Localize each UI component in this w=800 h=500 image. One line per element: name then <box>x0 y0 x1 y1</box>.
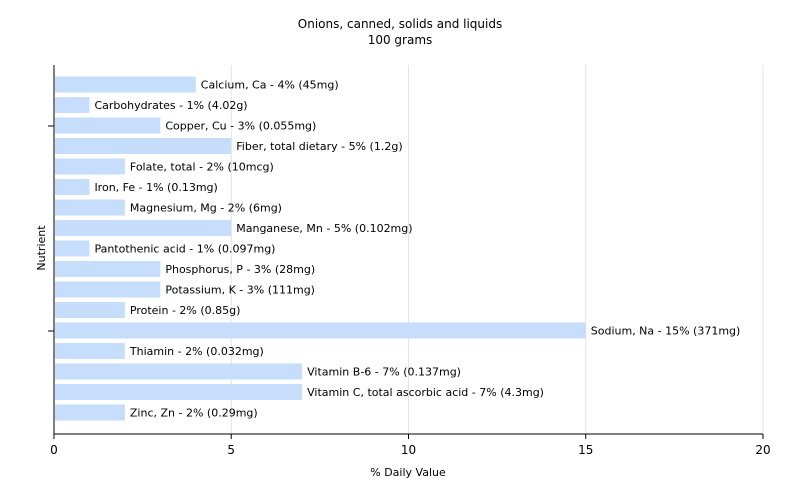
x-tick-label: 5 <box>227 443 235 457</box>
x-axis-label: % Daily Value <box>370 466 446 479</box>
bar <box>55 179 90 195</box>
bar <box>55 138 232 154</box>
bar <box>55 97 90 113</box>
bar-label: Zinc, Zn - 2% (0.29mg) <box>130 407 258 420</box>
bar-label: Vitamin B-6 - 7% (0.137mg) <box>307 366 461 379</box>
bar <box>55 404 125 421</box>
bar-label: Potassium, K - 3% (111mg) <box>165 284 315 297</box>
x-tick-label: 20 <box>755 443 770 457</box>
bar-label: Vitamin C, total ascorbic acid - 7% (4.3… <box>307 386 544 399</box>
bar-label: Folate, total - 2% (10mcg) <box>130 161 274 174</box>
bar <box>55 158 125 175</box>
x-tick-label: 0 <box>50 443 58 457</box>
bar-label: Fiber, total dietary - 5% (1.2g) <box>236 140 402 153</box>
bar-label: Manganese, Mn - 5% (0.102mg) <box>236 222 412 235</box>
bar-label: Magnesium, Mg - 2% (6mg) <box>130 202 282 215</box>
bar-label: Iron, Fe - 1% (0.13mg) <box>94 181 217 194</box>
bar <box>55 281 161 298</box>
x-tick-label: 10 <box>401 443 416 457</box>
bar <box>55 343 125 359</box>
chart-title: Onions, canned, solids and liquids <box>298 17 502 31</box>
bar-label: Thiamin - 2% (0.032mg) <box>129 345 264 358</box>
bar <box>55 117 161 134</box>
bar-label: Copper, Cu - 3% (0.055mg) <box>165 120 316 133</box>
chart-subtitle: 100 grams <box>368 33 433 47</box>
x-tick-label: 15 <box>578 443 593 457</box>
bar <box>55 240 90 257</box>
bar-label: Sodium, Na - 15% (371mg) <box>591 325 741 338</box>
y-axis-label: Nutrient <box>35 225 48 271</box>
bar-label: Protein - 2% (0.85g) <box>130 304 241 317</box>
bar-label: Calcium, Ca - 4% (45mg) <box>201 79 339 92</box>
bar-label: Carbohydrates - 1% (4.02g) <box>94 99 247 112</box>
bar <box>55 261 161 277</box>
bar <box>55 76 196 93</box>
bar <box>55 363 303 380</box>
bar-label: Phosphorus, P - 3% (28mg) <box>165 263 315 276</box>
bar <box>55 322 586 339</box>
bar <box>55 384 303 400</box>
bars-group: Calcium, Ca - 4% (45mg) Carbohydrates - 1… <box>55 76 741 421</box>
x-axis-ticks: 0 5 10 15 20 <box>50 434 771 457</box>
bar <box>55 302 125 318</box>
bar <box>55 220 232 236</box>
bar <box>55 199 125 216</box>
bar-label: Pantothenic acid - 1% (0.097mg) <box>94 243 275 256</box>
